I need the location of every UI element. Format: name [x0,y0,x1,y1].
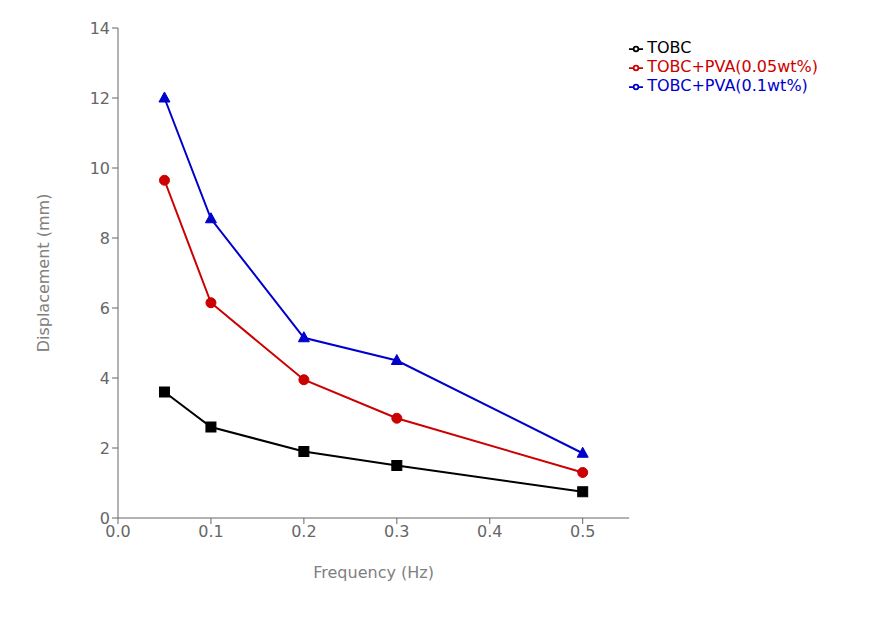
svg-text:0.3: 0.3 [384,522,409,541]
svg-text:4: 4 [100,369,110,388]
svg-text:10: 10 [90,159,110,178]
svg-text:0.5: 0.5 [570,522,595,541]
svg-text:14: 14 [90,19,110,38]
svg-text:0.1: 0.1 [198,522,223,541]
svg-text:0.4: 0.4 [477,522,502,541]
svg-text:2: 2 [100,439,110,458]
html-text:TOBC: TOBC [647,38,692,57]
svg-text:12: 12 [90,89,110,108]
svg-text:8: 8 [100,229,110,248]
svg-text:Frequency (Hz): Frequency (Hz) [313,563,434,582]
svg-text:Displacement (mm): Displacement (mm) [34,194,53,353]
svg-text:0.0: 0.0 [105,522,131,542]
html-text:TOBC+PVA(0.05wt%): TOBC+PVA(0.05wt%) [647,57,818,76]
svg-text:0.2: 0.2 [291,522,316,541]
svg-text:0: 0 [100,509,110,528]
html-text:TOBC+PVA(0.1wt%): TOBC+PVA(0.1wt%) [647,76,808,95]
svg-text:6: 6 [100,299,110,318]
